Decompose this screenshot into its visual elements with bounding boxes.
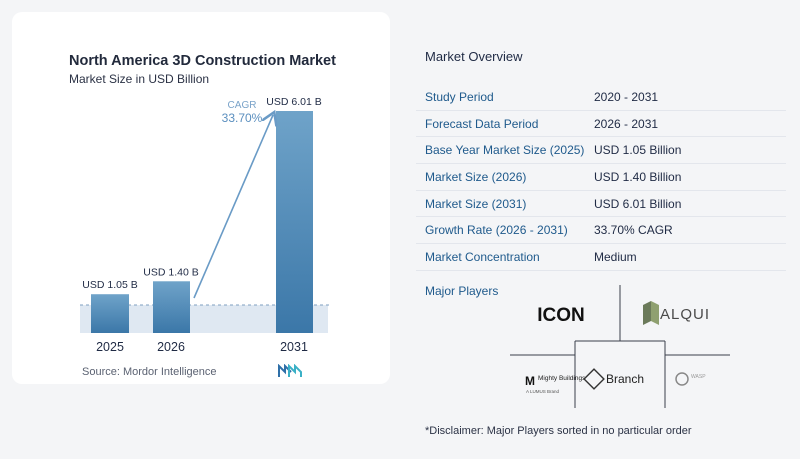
mighty-buildings-logo: M Mighty Buildings A LUMUS Brand [525,374,586,394]
cagr-arrow [193,115,273,299]
x-tick-2031: 2031 [280,340,308,354]
overview-row: Market Size (2026) USD 1.40 Billion [416,164,786,191]
disclaimer: *Disclaimer: Major Players sorted in no … [425,425,692,437]
overview-label: Market Concentration [425,250,540,265]
chart-title: North America 3D Construction Market [69,53,336,69]
overview-value: 2020 - 2031 [594,90,659,104]
market-overview-table: Study Period 2020 - 2031 Forecast Data P… [416,84,786,271]
overview-row: Growth Rate (2026 - 2031) 33.70% CAGR [416,217,786,245]
chart-subtitle: Market Size in USD Billion [69,72,210,86]
overview-value: 33.70% CAGR [594,223,673,238]
x-tick-2026: 2026 [157,340,185,354]
mordor-intelligence-logo [278,364,302,377]
overview-row: Forecast Data Period 2026 - 2031 [416,111,786,138]
svg-text:A LUMUS Brand: A LUMUS Brand [526,389,560,394]
cagr-label: CAGR [228,100,257,111]
value-label-2031: USD 6.01 B [266,96,321,108]
branch-logo: Branch [583,368,644,390]
svg-text:ICON: ICON [537,305,585,326]
x-tick-2025: 2025 [96,340,124,354]
overview-row: Market Size (2031) USD 6.01 Billion [416,191,786,218]
overview-value: USD 6.01 Billion [594,196,682,211]
svg-text:Branch: Branch [606,372,644,386]
bar-2031 [276,111,313,333]
bar-2026 [153,281,190,333]
major-players-grid: ICON ALQUI M Mighty Buildings A LUMUS Br… [510,285,730,408]
svg-text:WASP: WASP [691,374,706,380]
overview-label: Base Year Market Size (2025) [425,143,585,158]
overview-value: 2026 - 2031 [594,116,659,131]
svg-text:Mighty Buildings: Mighty Buildings [538,375,586,382]
overview-value: Medium [594,250,637,265]
alqui-logo: ALQUI [643,301,710,325]
svg-text:M: M [525,374,535,388]
overview-row: Market Concentration Medium [416,244,786,271]
overview-label: Study Period [425,90,494,104]
value-label-2026: USD 1.40 B [143,266,198,278]
overview-row: Base Year Market Size (2025) USD 1.05 Bi… [416,137,786,165]
icon-logo: ICON [537,305,585,326]
cagr-value: 33.70% [222,111,263,125]
overview-label: Growth Rate (2026 - 2031) [425,223,568,238]
source-text: Source: Mordor Intelligence [82,366,217,378]
overview-label: Forecast Data Period [425,116,539,131]
overview-row: Study Period 2020 - 2031 [416,84,786,111]
market-overview-title: Market Overview [425,49,523,64]
major-players-title: Major Players [425,284,499,298]
overview-value: USD 1.40 Billion [594,170,682,185]
overview-label: Market Size (2026) [425,170,527,185]
svg-text:ALQUI: ALQUI [660,306,710,323]
overview-value: USD 1.05 Billion [594,143,682,158]
value-label-2025: USD 1.05 B [82,279,137,291]
chart-plot: USD 1.05 B 2025 USD 1.40 B 2026 USD 6.01 B 20… [80,96,330,354]
wasp-logo: WASP [675,372,706,386]
bar-2025 [91,294,129,333]
overview-label: Market Size (2031) [425,196,527,211]
